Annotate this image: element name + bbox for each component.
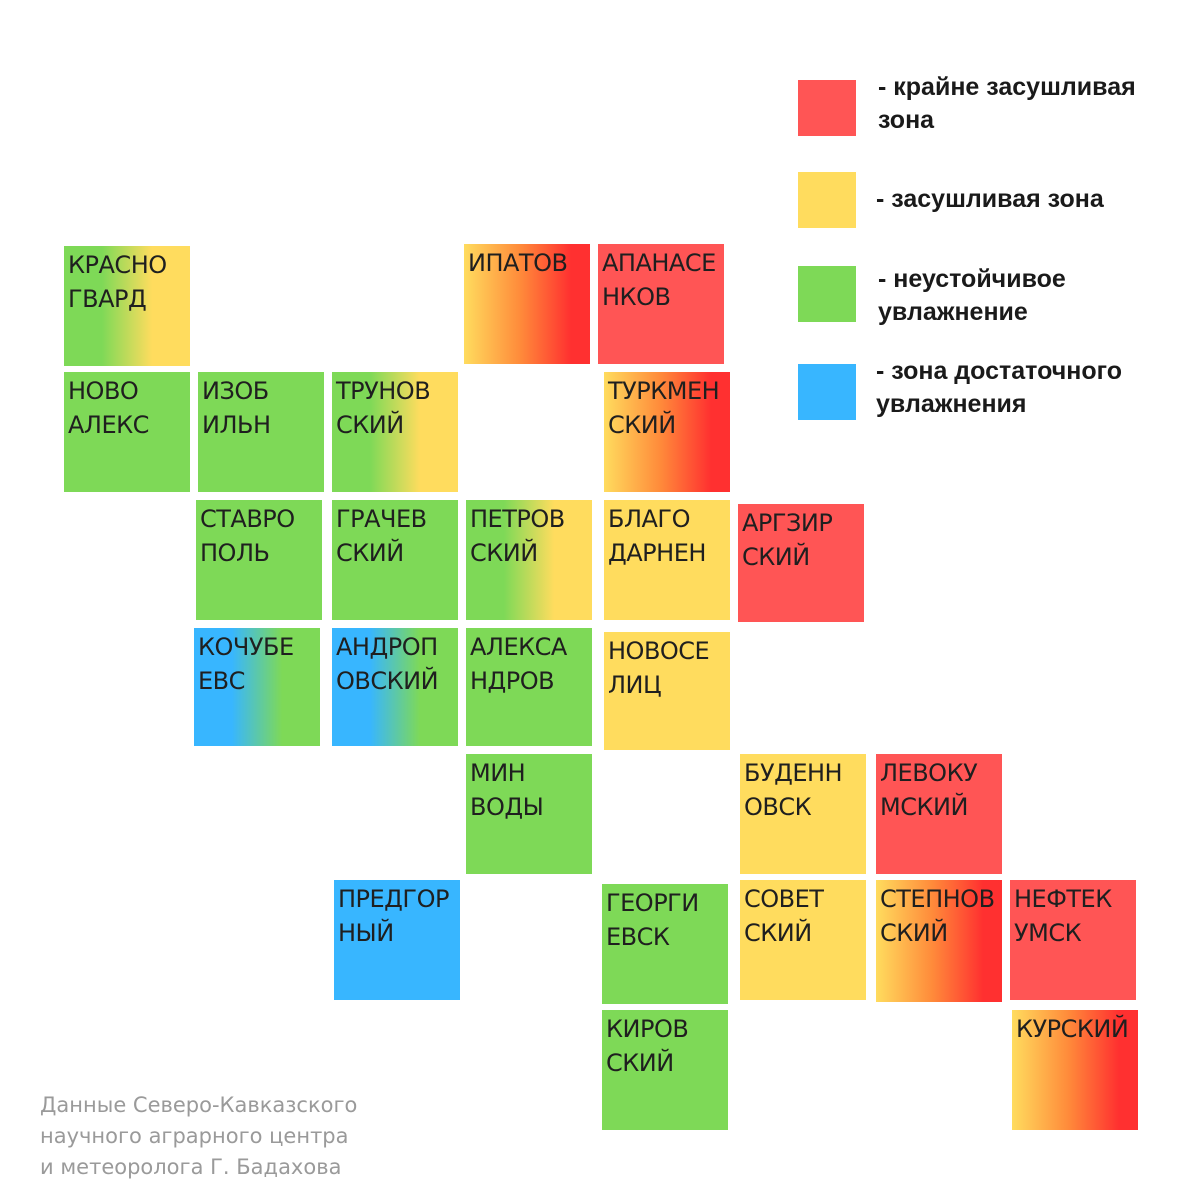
- district-tile-grachevsky: ГРАЧЕВ СКИЙ: [332, 500, 458, 620]
- legend-label-unstable-moisture: - неустойчивое увлажнение: [878, 263, 1066, 329]
- source-note-line3: и метеоролога Г. Бадахова: [40, 1155, 342, 1179]
- district-tile-minvody: МИН ВОДЫ: [466, 754, 592, 874]
- district-label-line2: СКИЙ: [336, 411, 404, 439]
- district-label-line2: НДРОВ: [470, 667, 555, 695]
- district-tile-aleksandrov: АЛЕКСА НДРОВ: [466, 628, 592, 746]
- district-label-line2: ВОДЫ: [470, 793, 544, 821]
- district-label-line2: НЫЙ: [338, 919, 394, 947]
- legend-label-line2: увлажнение: [878, 298, 1028, 326]
- district-tile-levokumsky: ЛЕВОКУ МСКИЙ: [876, 754, 1002, 874]
- district-tile-turkmensky: ТУРКМЕН СКИЙ: [604, 372, 730, 492]
- district-tile-petrovsky: ПЕТРОВ СКИЙ: [466, 500, 592, 620]
- district-label-line1: НОВОСЕ: [608, 637, 710, 665]
- source-note: Данные Северо-Кавказского научного аграр…: [40, 1090, 357, 1183]
- district-tile-georgievsk: ГЕОРГИ ЕВСК: [602, 884, 728, 1004]
- legend-swatch-blue: [798, 364, 856, 420]
- district-label-line2: ГВАРД: [68, 285, 147, 313]
- district-label-line1: КРАСНО: [68, 251, 167, 279]
- district-tile-kochubeevs: КОЧУБЕ ЕВС: [194, 628, 320, 746]
- district-label-line1: СТЕПНОВ: [880, 885, 995, 913]
- legend-label-line2: зона: [878, 106, 935, 134]
- legend-label-line1: - крайне засушливая: [878, 73, 1136, 101]
- district-label-line1: ГРАЧЕВ: [336, 505, 427, 533]
- district-label-line1: ТРУНОВ: [336, 377, 431, 405]
- district-label-line1: ТУРКМЕН: [608, 377, 720, 405]
- district-label-line2: ЛИЦ: [608, 671, 662, 699]
- district-label-line2: МСКИЙ: [880, 793, 968, 821]
- district-label-line2: АЛЕКС: [68, 411, 149, 439]
- district-label-line1: ПЕТРОВ: [470, 505, 565, 533]
- legend-label-line1: - зона достаточного: [876, 357, 1122, 385]
- legend-label-extremely-arid: - крайне засушливая зона: [878, 71, 1136, 137]
- district-tile-neftekumsk: НЕФТЕК УМСК: [1010, 880, 1136, 1000]
- district-label-line2: СКИЙ: [880, 919, 948, 947]
- district-label-line2: СКИЙ: [744, 919, 812, 947]
- district-tile-izobiln: ИЗОБ ИЛЬН: [198, 372, 324, 492]
- legend-swatch-yellow: [798, 172, 856, 228]
- district-label-line2: СКИЙ: [742, 543, 810, 571]
- district-label-line1: АНДРОП: [336, 633, 438, 661]
- district-label-line1: НЕФТЕК: [1014, 885, 1112, 913]
- district-label-line2: ИЛЬН: [202, 411, 271, 439]
- district-label-line2: СКИЙ: [470, 539, 538, 567]
- district-label-line1: ИЗОБ: [202, 377, 269, 405]
- district-label-line2: СКИЙ: [606, 1049, 674, 1077]
- district-label-line2: УМСК: [1014, 919, 1082, 947]
- district-label-line2: СКИЙ: [336, 539, 404, 567]
- district-tile-krasnogvard: КРАСНО ГВАРД: [64, 246, 190, 366]
- district-label-line1: ГЕОРГИ: [606, 889, 699, 917]
- district-label-line2: ОВСКИЙ: [336, 667, 439, 695]
- district-label-line1: СТАВРО: [200, 505, 295, 533]
- district-tile-kirovsky: КИРОВ СКИЙ: [602, 1010, 728, 1130]
- district-tile-kursky: КУРСКИЙ: [1012, 1010, 1138, 1130]
- district-tile-apanasenkov: АПАНАСЕ НКОВ: [598, 244, 724, 364]
- legend-label-line1: - засушливая зона: [876, 185, 1104, 213]
- district-tile-blagodarnen: БЛАГО ДАРНЕН: [604, 500, 730, 620]
- district-label-line1: МИН: [470, 759, 526, 787]
- district-label-line2: ЕВС: [198, 667, 245, 695]
- district-label-line1: БУДЕНН: [744, 759, 843, 787]
- legend-swatch-green: [798, 266, 856, 322]
- district-tile-andropovsky: АНДРОП ОВСКИЙ: [332, 628, 458, 746]
- district-label-line1: АЛЕКСА: [470, 633, 567, 661]
- district-tile-budennovsk: БУДЕНН ОВСК: [740, 754, 866, 874]
- legend-swatch-red: [798, 80, 856, 136]
- district-label-line1: НОВО: [68, 377, 139, 405]
- district-label-line1: ИПАТОВ: [468, 249, 568, 277]
- district-label-line2: СКИЙ: [608, 411, 676, 439]
- district-label-line1: КУРСКИЙ: [1016, 1015, 1129, 1043]
- district-label-line2: ОВСК: [744, 793, 812, 821]
- district-tile-novoaleks: НОВО АЛЕКС: [64, 372, 190, 492]
- legend-label-arid: - засушливая зона: [876, 183, 1104, 216]
- district-tile-stavropol: СТАВРО ПОЛЬ: [196, 500, 322, 620]
- district-tile-sovetsky: СОВЕТ СКИЙ: [740, 880, 866, 1000]
- legend-label-sufficient-moisture: - зона достаточного увлажнения: [876, 355, 1122, 421]
- district-label-line1: АПАНАСЕ: [602, 249, 716, 277]
- district-label-line2: ДАРНЕН: [608, 539, 706, 567]
- legend-label-line1: - неустойчивое: [878, 265, 1066, 293]
- source-note-line1: Данные Северо-Кавказского: [40, 1093, 358, 1117]
- district-label-line1: БЛАГО: [608, 505, 690, 533]
- district-label-line1: КОЧУБЕ: [198, 633, 294, 661]
- district-tile-novoselic: НОВОСЕ ЛИЦ: [604, 632, 730, 750]
- district-label-line2: ЕВСК: [606, 923, 670, 951]
- district-label-line1: СОВЕТ: [744, 885, 824, 913]
- district-tile-predgorny: ПРЕДГОР НЫЙ: [334, 880, 460, 1000]
- district-label-line1: КИРОВ: [606, 1015, 689, 1043]
- district-tile-stepnovsky: СТЕПНОВ СКИЙ: [876, 880, 1002, 1002]
- district-tile-trunovsky: ТРУНОВ СКИЙ: [332, 372, 458, 492]
- district-label-line2: ПОЛЬ: [200, 539, 270, 567]
- district-label-line2: НКОВ: [602, 283, 671, 311]
- district-tile-argzirsky: АРГЗИР СКИЙ: [738, 504, 864, 622]
- district-tile-ipatov: ИПАТОВ: [464, 244, 590, 364]
- legend-label-line2: увлажнения: [876, 390, 1027, 418]
- source-note-line2: научного аграрного центра: [40, 1124, 349, 1148]
- district-label-line1: ЛЕВОКУ: [880, 759, 978, 787]
- district-label-line1: ПРЕДГОР: [338, 885, 449, 913]
- district-label-line1: АРГЗИР: [742, 509, 833, 537]
